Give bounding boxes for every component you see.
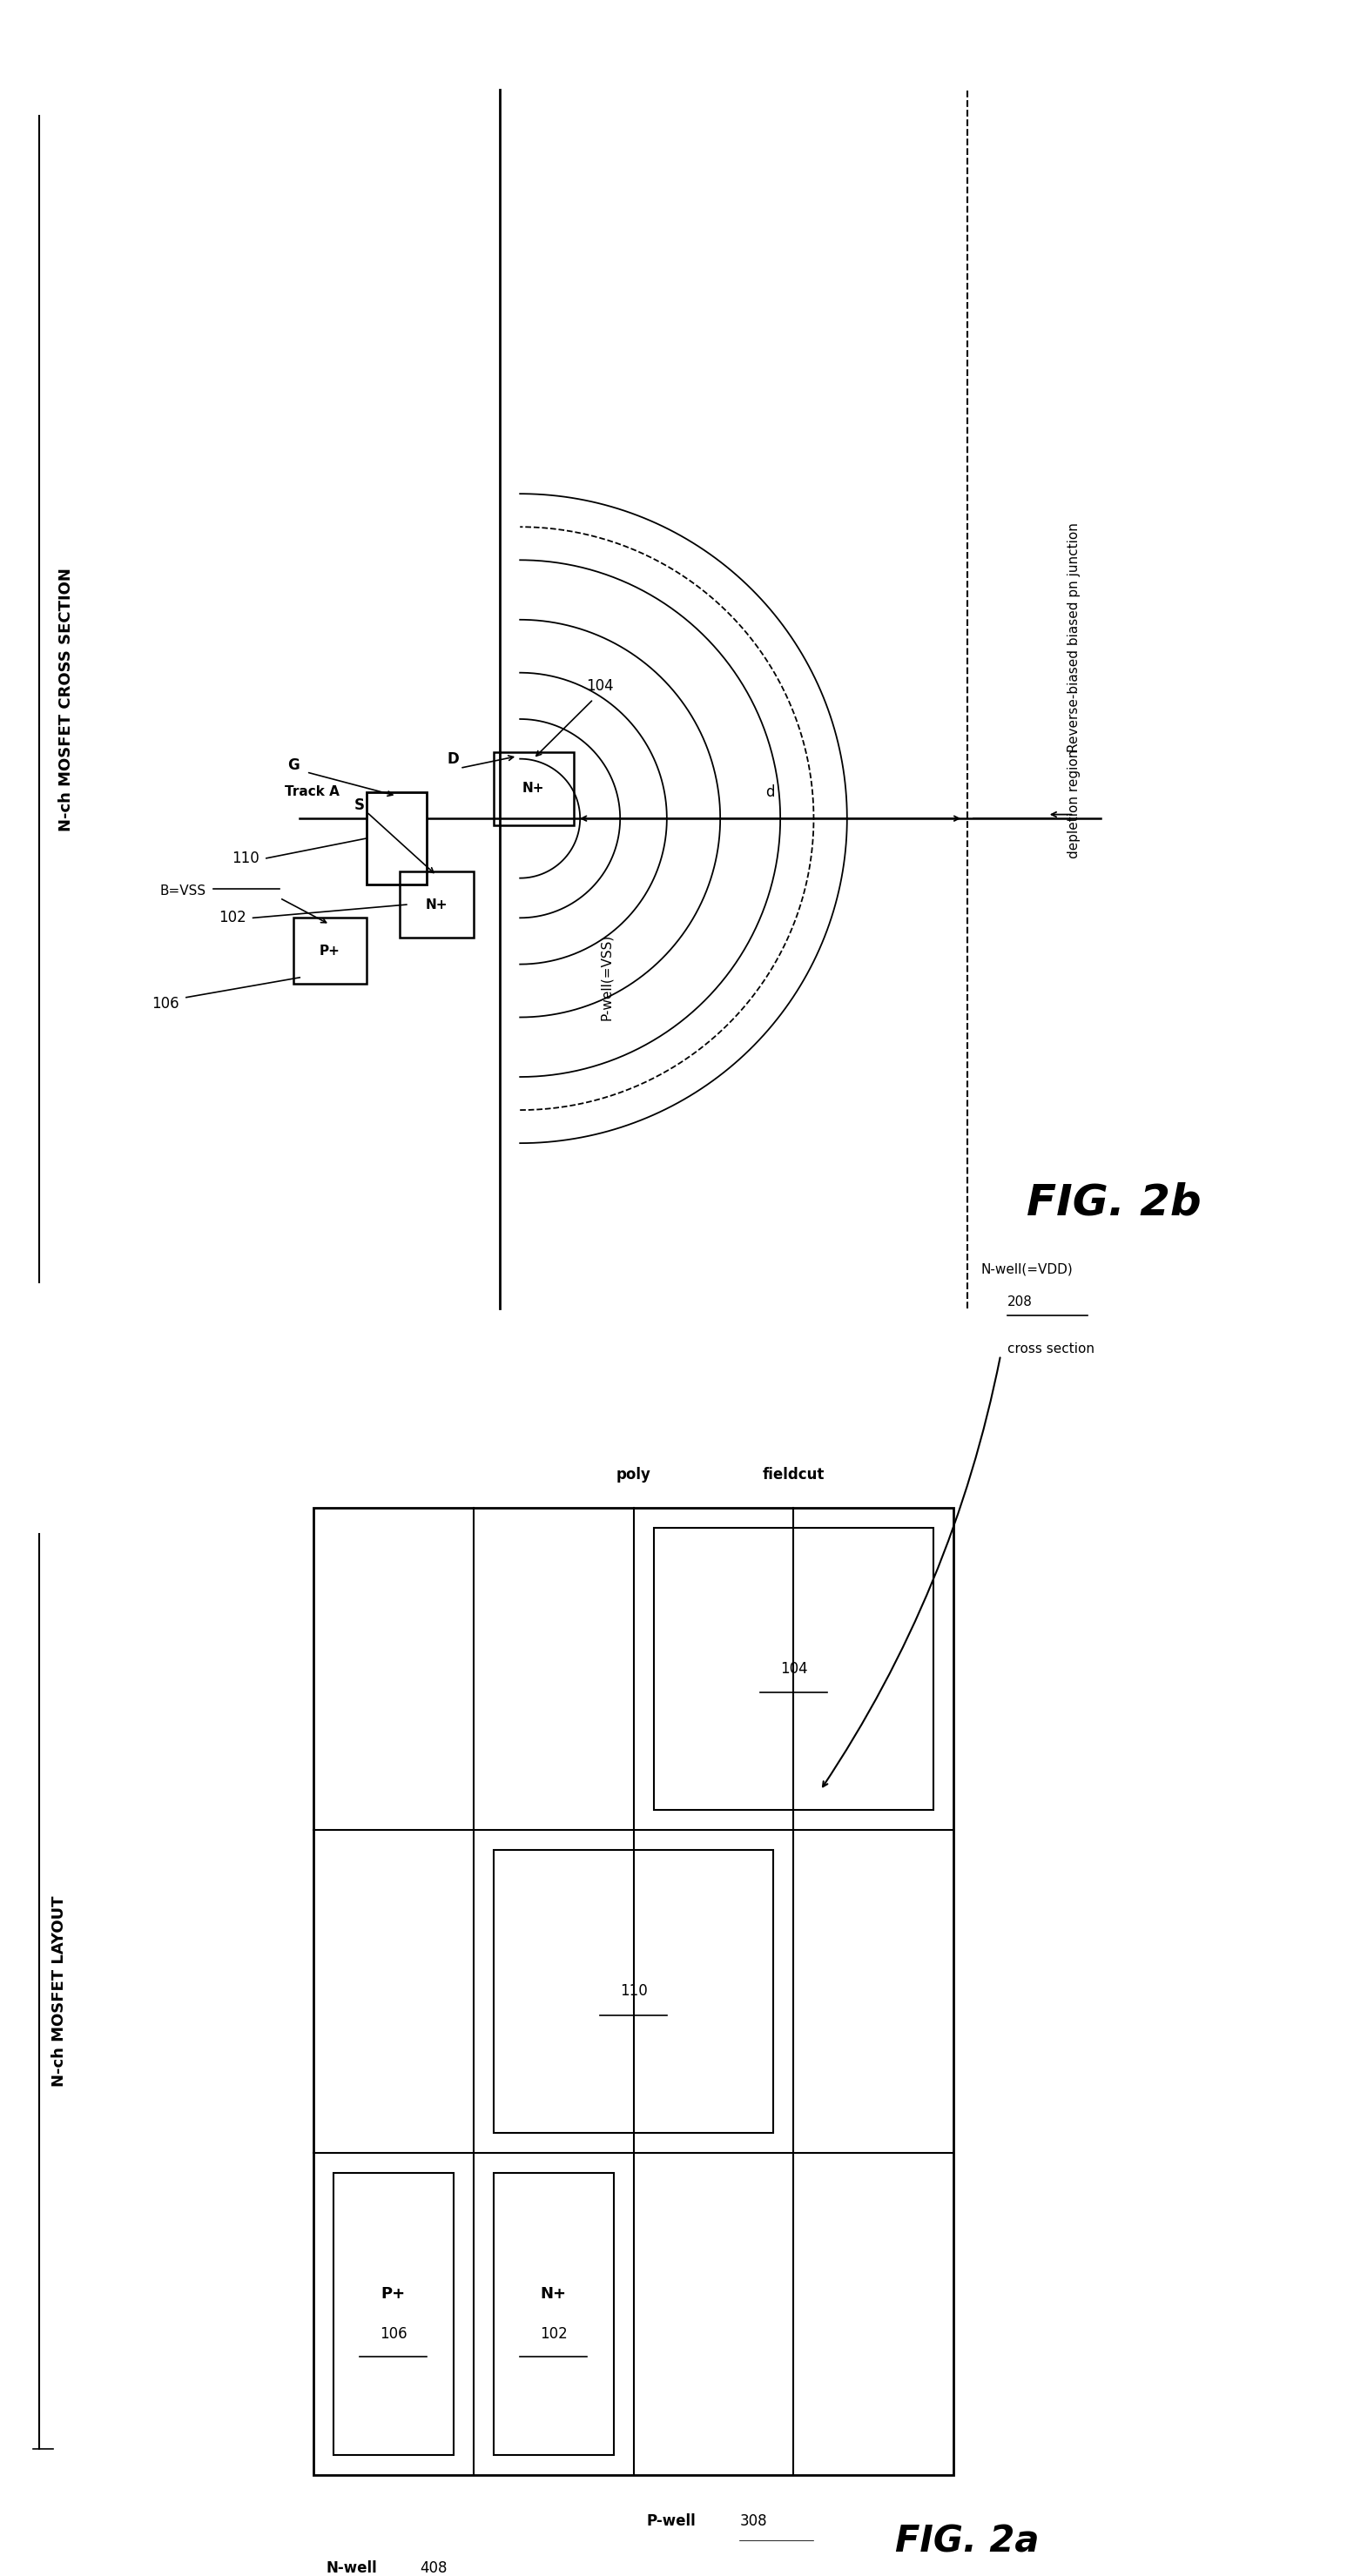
Text: N+: N+ (540, 2285, 567, 2303)
Text: fieldcut: fieldcut (762, 1466, 824, 1481)
Text: poly: poly (616, 1466, 651, 1481)
Text: FIG. 2a: FIG. 2a (896, 2522, 1040, 2561)
Text: S: S (354, 799, 365, 814)
Text: N+: N+ (426, 899, 447, 912)
Bar (294, 917, 366, 984)
Bar (493, 752, 574, 824)
Text: 104: 104 (780, 1662, 807, 1677)
Text: 308: 308 (741, 2514, 768, 2530)
Text: depletion region: depletion region (1067, 750, 1080, 858)
Bar (493, 2172, 613, 2455)
Text: P-well: P-well (647, 2514, 696, 2530)
Bar (400, 871, 473, 938)
Text: 110: 110 (620, 1984, 648, 1999)
Text: B=VSS: B=VSS (160, 884, 206, 899)
Text: 408: 408 (420, 2561, 447, 2576)
Bar (493, 1850, 773, 2133)
Text: N-well(=VDD): N-well(=VDD) (981, 1262, 1072, 1275)
Text: 110: 110 (232, 850, 260, 866)
Text: D: D (447, 752, 459, 768)
Bar (333, 2172, 453, 2455)
Text: N+: N+ (523, 783, 544, 796)
Text: G: G (287, 757, 299, 773)
Text: d: d (765, 783, 775, 799)
Text: cross section: cross section (1008, 1342, 1094, 1355)
Text: 104: 104 (586, 677, 614, 693)
Text: 102: 102 (540, 2326, 567, 2342)
Bar (653, 1528, 933, 1811)
Text: P+: P+ (319, 945, 341, 958)
Text: 106: 106 (152, 997, 179, 1012)
Text: Reverse-biased biased pn junction: Reverse-biased biased pn junction (1067, 523, 1080, 752)
Bar (366, 791, 427, 884)
Text: N-ch MOSFET LAYOUT: N-ch MOSFET LAYOUT (51, 1896, 67, 2087)
Text: 208: 208 (1008, 1296, 1032, 1309)
Text: 102: 102 (218, 909, 247, 925)
Text: 106: 106 (380, 2326, 407, 2342)
Text: Track A: Track A (286, 786, 339, 799)
Text: P+: P+ (381, 2285, 405, 2303)
Text: P-well(=VSS): P-well(=VSS) (601, 935, 613, 1020)
Text: N-ch MOSFET CROSS SECTION: N-ch MOSFET CROSS SECTION (58, 567, 74, 832)
Text: FIG. 2b: FIG. 2b (1026, 1182, 1202, 1224)
Text: N-well: N-well (326, 2561, 377, 2576)
Bar (313, 1507, 954, 2476)
